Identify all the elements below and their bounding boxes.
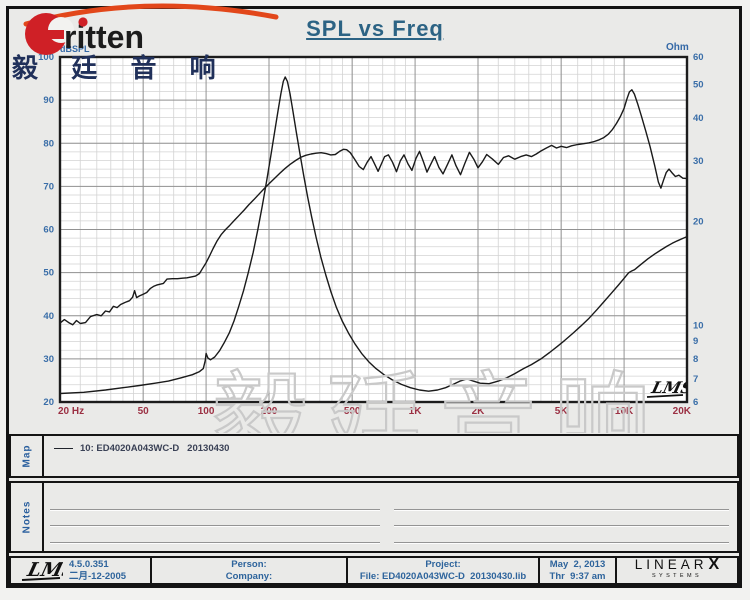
company-label: Company: xyxy=(225,570,273,582)
linearx-x: X xyxy=(708,555,720,573)
svg-text:60: 60 xyxy=(693,52,704,63)
note-rule xyxy=(50,526,380,543)
linearx-name: LINEAR xyxy=(634,556,708,572)
footer-lms-cell: LMS 4.5.0.351 二月-12-2005 xyxy=(11,558,152,583)
app-version: 4.5.0.351 xyxy=(69,559,109,570)
svg-text:10K: 10K xyxy=(615,406,634,417)
chart-canvas: 100 90 80 70 60 50 40 30 20 60 50 40 30 20 10 9 8 7 6 20 Hz… xyxy=(38,52,704,417)
notes-section-label-cell: Notes xyxy=(11,483,44,551)
notes-section: Notes xyxy=(9,481,739,559)
notes-lines-area xyxy=(44,483,737,559)
note-rule xyxy=(394,493,729,510)
lms-script-text: LMS xyxy=(649,378,687,397)
linearx-systems: SYSTEMS xyxy=(651,573,703,579)
svg-text:50: 50 xyxy=(693,79,704,90)
svg-text:200: 200 xyxy=(261,406,278,417)
svg-text:40: 40 xyxy=(43,311,54,322)
brand-chinese-text: 毅 廷 音 响 xyxy=(12,53,229,83)
notes-label: Notes xyxy=(21,500,32,534)
watermark-text: 毅廷音响 xyxy=(211,364,668,433)
svg-text:40: 40 xyxy=(693,113,704,124)
eritten-logo: ritten xyxy=(23,3,279,55)
svg-text:50: 50 xyxy=(43,268,54,279)
lms-underline xyxy=(646,394,684,398)
footer-person-cell: Person: Company: xyxy=(152,558,348,583)
brand-text: ritten xyxy=(64,19,144,55)
note-line-row xyxy=(50,493,729,510)
lms-script-logo-footer: LMS xyxy=(21,558,63,581)
svg-text:500: 500 xyxy=(344,406,361,417)
linearx-logo: LINEAR X SYSTEMS xyxy=(617,555,737,583)
footer-datetime-cell: May 2, 2013 Thr 9:37 am xyxy=(540,558,617,583)
left-axis-unit-label: dBSPL xyxy=(60,44,90,54)
svg-text:20K: 20K xyxy=(673,406,692,417)
svg-text:80: 80 xyxy=(43,138,54,149)
legend-entry: 10: ED4020A043WC-D 20130430 xyxy=(54,443,737,454)
page-title: SPL vs Freq xyxy=(306,16,444,41)
svg-text:20: 20 xyxy=(693,217,704,228)
svg-text:70: 70 xyxy=(43,181,54,192)
report-time: Thr 9:37 am xyxy=(549,570,606,582)
svg-text:9: 9 xyxy=(693,336,698,347)
svg-text:1K: 1K xyxy=(409,406,423,417)
svg-text:8: 8 xyxy=(693,354,698,365)
note-line-row xyxy=(50,526,729,543)
app-build-date: 二月-12-2005 xyxy=(69,570,127,582)
lms-script-text: LMS xyxy=(24,558,63,581)
map-label: Map xyxy=(21,444,32,468)
footer-project-cell: Project: File: ED4020A043WC-D 20130430.l… xyxy=(348,558,540,583)
map-legend-area: 10: ED4020A043WC-D 20130430 xyxy=(44,436,737,476)
svg-text:10: 10 xyxy=(693,320,704,331)
spl-vs-freq-chart: 100 90 80 70 60 50 40 30 20 60 50 40 30 20 10 9 8 7 6 20 Hz… xyxy=(38,52,704,433)
note-line-row xyxy=(50,510,729,526)
svg-text:20 Hz: 20 Hz xyxy=(58,406,84,417)
note-rule xyxy=(50,493,380,510)
svg-text:100: 100 xyxy=(38,52,54,63)
lms-script-logo-chart: LMS xyxy=(646,378,687,398)
project-file: File: ED4020A043WC-D 20130430.lib xyxy=(359,570,527,582)
map-section-label-cell: Map xyxy=(11,436,44,476)
svg-text:50: 50 xyxy=(138,406,150,417)
person-label: Person: xyxy=(231,559,267,570)
logo-e-bar xyxy=(42,30,64,39)
svg-text:30: 30 xyxy=(693,156,704,167)
brand-i-dot xyxy=(78,17,88,27)
note-rule xyxy=(50,510,380,526)
svg-text:30: 30 xyxy=(43,354,54,365)
project-label: Project: xyxy=(425,559,461,570)
legend-entry-label: 10: ED4020A043WC-D 20130430 xyxy=(80,443,230,454)
footer-bar: LMS 4.5.0.351 二月-12-2005 Person: Company… xyxy=(9,556,739,585)
report-date: May 2, 2013 xyxy=(549,559,606,570)
lms-underline xyxy=(21,576,61,581)
right-axis-unit-label: Ohm xyxy=(666,42,689,53)
note-rule xyxy=(394,510,729,526)
svg-text:7: 7 xyxy=(693,374,698,385)
svg-text:2K: 2K xyxy=(472,406,486,417)
svg-text:100: 100 xyxy=(198,406,215,417)
legend-line-swatch xyxy=(54,448,73,449)
svg-text:60: 60 xyxy=(43,225,54,236)
svg-text:5K: 5K xyxy=(555,406,569,417)
svg-text:6: 6 xyxy=(693,397,698,408)
note-rule xyxy=(394,526,729,543)
svg-text:20: 20 xyxy=(43,397,54,408)
svg-text:90: 90 xyxy=(43,95,54,106)
map-section: Map 10: ED4020A043WC-D 20130430 xyxy=(9,434,739,478)
